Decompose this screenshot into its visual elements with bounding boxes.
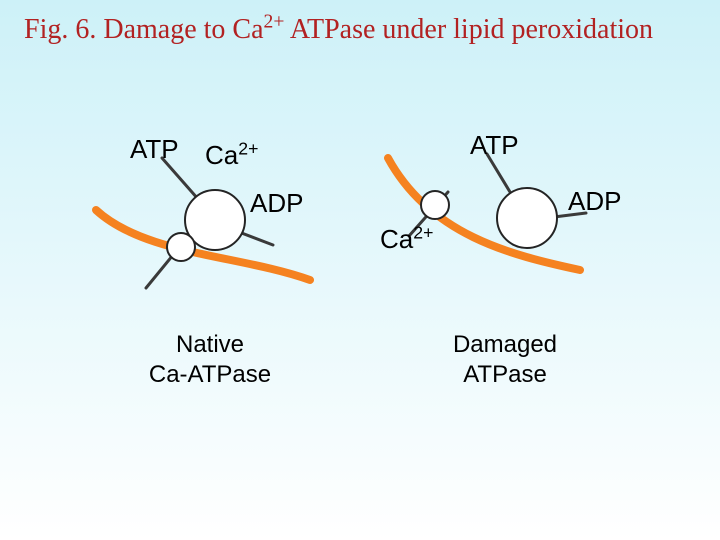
figure-stage: Fig. 6. Damage to Ca2+ ATPase under lipi…: [0, 0, 720, 540]
caption-native: NativeCa-ATPase: [110, 330, 310, 390]
label-damaged-atp: ATP: [470, 130, 519, 161]
label-damaged-ca: Ca2+: [380, 224, 433, 255]
caption-damaged: DamagedATPase: [405, 330, 605, 390]
label-native-ca: Ca2+: [205, 140, 258, 171]
label-native-atp: ATP: [130, 134, 179, 165]
label-damaged-adp: ADP: [568, 186, 621, 217]
label-native-adp: ADP: [250, 188, 303, 219]
diagram-svg: [0, 0, 720, 540]
